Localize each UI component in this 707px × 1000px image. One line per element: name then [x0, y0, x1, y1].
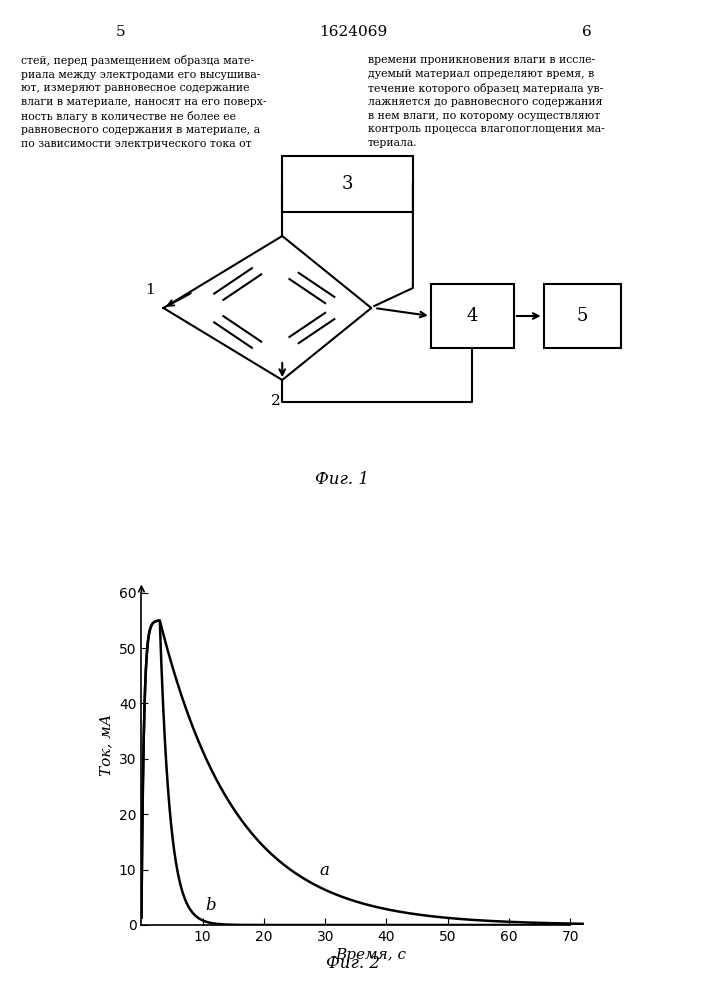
- Text: Фиг. 1: Фиг. 1: [315, 472, 368, 488]
- Text: b: b: [206, 897, 216, 914]
- Bar: [544, 284, 621, 348]
- Text: стей, перед размещением образца мате-
риала между электродами его высушива-
ют, : стей, перед размещением образца мате- ри…: [21, 55, 267, 149]
- Bar: [431, 284, 514, 348]
- Text: 5: 5: [115, 25, 125, 39]
- Text: Фиг. 2: Фиг. 2: [327, 955, 380, 972]
- Text: a: a: [319, 862, 329, 879]
- Text: времени проникновения влаги в иссле-
дуемый материал определяют время, в
течение: времени проникновения влаги в иссле- дуе…: [368, 55, 604, 148]
- X-axis label: Время, с: Время, с: [336, 948, 407, 962]
- Text: 4: 4: [467, 307, 478, 325]
- Text: 1624069: 1624069: [320, 25, 387, 39]
- Text: 6: 6: [582, 25, 592, 39]
- Y-axis label: Ток, мА: Ток, мА: [100, 714, 113, 776]
- Bar: [282, 156, 413, 212]
- Text: 5: 5: [576, 307, 588, 325]
- Text: 2: 2: [271, 394, 281, 408]
- Text: 1: 1: [145, 283, 155, 297]
- Text: 3: 3: [341, 175, 354, 193]
